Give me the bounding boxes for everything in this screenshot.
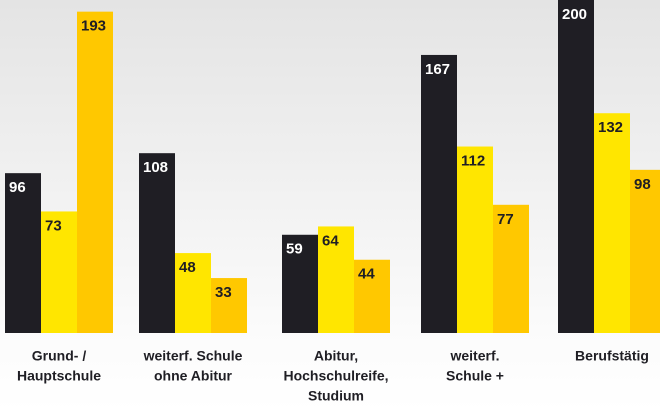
value-label: 33	[215, 284, 232, 301]
x-tick-label: Berufstätig	[575, 348, 649, 364]
bar	[77, 11, 113, 334]
x-tick-label: ohne Abitur	[154, 368, 233, 384]
x-tick-label: Hauptschule	[17, 368, 101, 384]
value-label: 132	[598, 119, 623, 136]
bar	[139, 153, 175, 333]
value-label: 77	[497, 211, 514, 228]
bar	[5, 173, 41, 333]
bar	[211, 278, 247, 333]
value-label: 98	[634, 176, 651, 193]
x-tick-label: Schule +	[446, 368, 504, 384]
value-label: 44	[358, 266, 375, 283]
value-label: 108	[143, 159, 168, 176]
value-label: 193	[81, 18, 106, 35]
bar	[354, 259, 390, 333]
value-label: 112	[461, 152, 485, 169]
bar	[493, 204, 529, 333]
x-tick-label: weiterf. Schule	[143, 348, 243, 364]
bar	[318, 226, 354, 333]
x-tick-label: Abitur,	[314, 348, 358, 364]
x-tick-label: weiterf.	[449, 348, 499, 364]
bar	[558, 0, 594, 333]
x-tick-label: Hochschulreife,	[283, 368, 388, 384]
value-label: 167	[425, 61, 450, 78]
value-label: 200	[562, 6, 587, 23]
bar	[282, 234, 318, 333]
value-label: 59	[286, 241, 303, 258]
bar	[175, 253, 211, 333]
bar	[630, 169, 660, 333]
bar	[594, 113, 630, 333]
value-label: 64	[322, 232, 339, 249]
bar	[421, 54, 457, 333]
x-tick-label: Studium	[308, 388, 364, 404]
bar	[457, 146, 493, 333]
value-label: 48	[179, 259, 196, 276]
value-label: 96	[9, 179, 26, 196]
bar	[41, 211, 77, 333]
x-tick-label: Grund- /	[32, 348, 87, 364]
value-label: 73	[45, 217, 62, 234]
